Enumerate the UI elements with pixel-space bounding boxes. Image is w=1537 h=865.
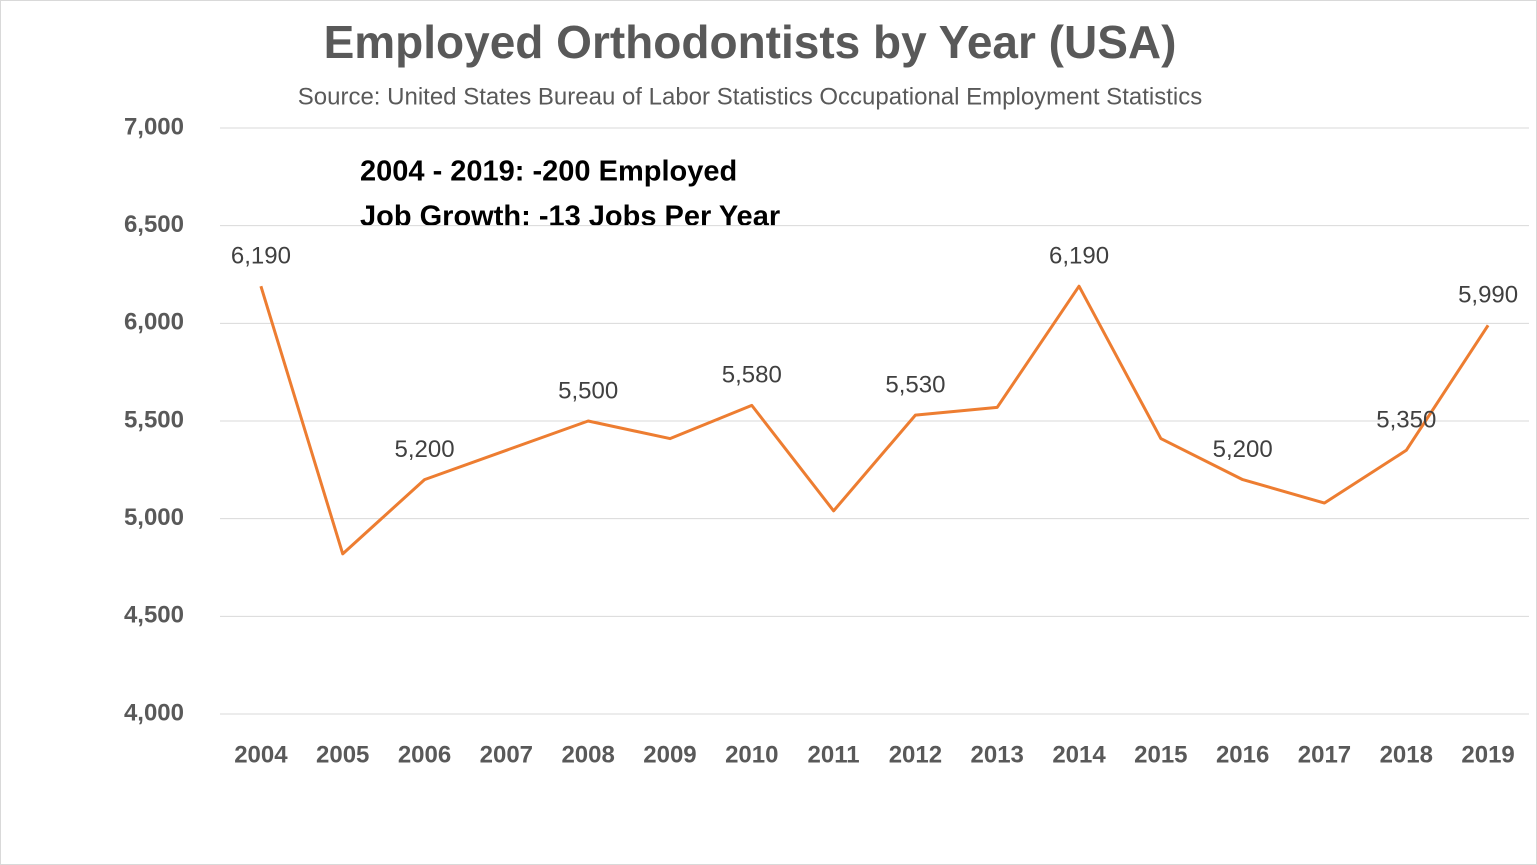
y-tick-label: 4,500	[124, 602, 184, 629]
chart-title: Employed Orthodontists by Year (USA)	[324, 16, 1177, 68]
data-label: 5,200	[395, 436, 455, 463]
annotation: Job Growth: -13 Jobs Per Year	[360, 201, 780, 233]
x-tick-label: 2007	[480, 741, 533, 768]
x-tick-label: 2015	[1134, 741, 1187, 768]
x-tick-label: 2009	[643, 741, 696, 768]
x-tick-label: 2008	[561, 741, 614, 768]
x-tick-label: 2017	[1298, 741, 1351, 768]
x-tick-label: 2004	[234, 741, 288, 768]
data-label: 5,350	[1376, 407, 1436, 434]
data-label: 5,500	[558, 377, 618, 404]
line	[259, 284, 1490, 556]
x-tick-label: 2011	[808, 741, 860, 768]
x-tick-label: 2005	[316, 741, 369, 768]
chart-subtitle: Source: United States Bureau of Labor St…	[298, 83, 1202, 110]
x-tick-label: 2018	[1380, 741, 1433, 768]
x-tick-label: 2016	[1216, 741, 1269, 768]
x-tick-label: 2019	[1461, 741, 1514, 768]
x-tick-label: 2014	[1052, 741, 1106, 768]
data-label: 5,200	[1213, 436, 1273, 463]
data-label: 5,990	[1458, 282, 1518, 309]
data-label: 5,580	[722, 362, 782, 389]
annotation: 2004 - 2019: -200 Employed	[360, 156, 737, 188]
data-label: 6,190	[231, 243, 291, 270]
y-tick-label: 6,000	[124, 309, 184, 336]
data-label: 6,190	[1049, 243, 1109, 270]
x-tick-label: 2006	[398, 741, 451, 768]
x-tick-label: 2013	[971, 741, 1024, 768]
y-tick-label: 5,000	[124, 504, 184, 531]
x-tick-label: 2010	[725, 741, 778, 768]
x-tick-label: 2012	[889, 741, 942, 768]
y-tick-label: 6,500	[124, 211, 184, 238]
y-tick-label: 5,500	[124, 406, 184, 433]
y-tick-label: 7,000	[124, 113, 184, 140]
data-label: 5,530	[885, 371, 945, 398]
y-tick-label: 4,000	[124, 699, 184, 726]
